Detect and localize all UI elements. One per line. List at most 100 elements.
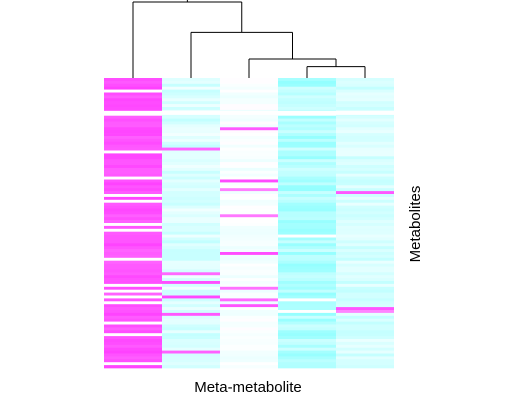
heatmap-cell bbox=[104, 159, 162, 163]
heatmap-cell bbox=[278, 156, 336, 160]
heatmap-cell bbox=[278, 153, 336, 157]
heatmap-cell bbox=[336, 356, 394, 360]
heatmap-cell bbox=[278, 330, 336, 334]
heatmap-cell bbox=[220, 115, 278, 119]
heatmap-cell bbox=[162, 141, 220, 146]
heatmap-cell bbox=[336, 101, 394, 105]
heatmap-cell bbox=[220, 156, 278, 160]
heatmap-cell bbox=[278, 347, 336, 351]
heatmap-cell bbox=[278, 173, 336, 177]
heatmap-cell bbox=[278, 80, 336, 85]
heatmap-column-3 bbox=[220, 78, 278, 369]
heatmap-cell bbox=[220, 220, 278, 224]
heatmap-cell bbox=[336, 312, 394, 317]
heatmap-cell bbox=[336, 336, 394, 340]
heatmap-cell bbox=[162, 159, 220, 163]
heatmap-cell bbox=[220, 144, 278, 148]
heatmap-cell bbox=[336, 80, 394, 85]
heatmap-cell bbox=[104, 141, 162, 146]
heatmap-cell bbox=[162, 144, 220, 148]
heatmap-cell bbox=[162, 127, 220, 131]
heatmap-cell bbox=[336, 127, 394, 131]
heatmap-cell bbox=[104, 153, 162, 157]
heatmap-cell bbox=[220, 83, 278, 88]
heatmap-cell bbox=[104, 83, 162, 88]
heatmap-cell bbox=[336, 92, 394, 96]
heatmap-cell bbox=[162, 220, 220, 224]
heatmap-cell bbox=[104, 127, 162, 131]
heatmap-cell bbox=[220, 136, 278, 140]
heatmap-cell bbox=[336, 254, 394, 259]
heatmap-cell bbox=[162, 179, 220, 183]
heatmap-cell bbox=[104, 86, 162, 90]
heatmap-cell bbox=[336, 341, 394, 346]
heatmap-cell bbox=[336, 95, 394, 99]
heatmap-cell bbox=[104, 339, 162, 343]
heatmap-cell bbox=[278, 185, 336, 189]
heatmap-cell bbox=[336, 286, 394, 291]
heatmap-cell bbox=[220, 333, 278, 337]
heatmap-cell bbox=[336, 298, 394, 302]
heatmap-cell bbox=[104, 289, 162, 293]
heatmap-cell bbox=[104, 211, 162, 215]
heatmap-cell bbox=[162, 260, 220, 264]
heatmap-cell bbox=[162, 92, 220, 96]
heatmap-cell bbox=[278, 350, 336, 354]
heatmap-cell bbox=[220, 121, 278, 125]
heatmap-cell bbox=[162, 228, 220, 233]
heatmap-cell bbox=[220, 339, 278, 343]
heatmap-cell bbox=[278, 141, 336, 146]
heatmap-cell bbox=[278, 289, 336, 293]
heatmap-cell bbox=[278, 310, 336, 314]
heatmap-cell bbox=[220, 231, 278, 235]
heatmap-cell bbox=[278, 167, 336, 172]
heatmap-cell bbox=[336, 141, 394, 146]
heatmap-cell bbox=[162, 130, 220, 134]
heatmap-cell bbox=[220, 321, 278, 325]
heatmap-cell bbox=[162, 115, 220, 119]
heatmap-cell bbox=[336, 231, 394, 235]
heatmap-cell bbox=[220, 118, 278, 122]
heatmap-cell bbox=[220, 78, 278, 82]
heatmap-cell bbox=[336, 220, 394, 224]
heatmap-cell bbox=[104, 315, 162, 320]
heatmap-cell bbox=[162, 165, 220, 169]
heatmap-cell bbox=[220, 141, 278, 146]
heatmap-cell bbox=[162, 304, 220, 308]
heatmap-cell bbox=[336, 289, 394, 293]
heatmap-cell bbox=[104, 295, 162, 299]
heatmap-cell bbox=[336, 281, 394, 285]
heatmap-cell bbox=[162, 263, 220, 267]
heatmap-cell bbox=[220, 127, 278, 131]
heatmap-cell bbox=[336, 176, 394, 180]
heatmap-cell bbox=[104, 298, 162, 302]
heatmap-cell bbox=[162, 356, 220, 360]
heatmap-cell bbox=[104, 185, 162, 189]
heatmap-cell bbox=[104, 179, 162, 183]
heatmap-cell bbox=[104, 286, 162, 291]
heatmap-cell bbox=[104, 167, 162, 172]
heatmap-cell bbox=[278, 254, 336, 259]
heatmap-cell bbox=[278, 150, 336, 154]
heatmap-cell bbox=[104, 191, 162, 195]
heatmap-cell bbox=[278, 104, 336, 108]
heatmap-cell bbox=[336, 217, 394, 221]
heatmap-column-1 bbox=[104, 78, 162, 369]
heatmap-cell bbox=[336, 269, 394, 273]
heatmap-cell bbox=[220, 272, 278, 276]
heatmap-cell bbox=[278, 301, 336, 305]
heatmap-cell bbox=[162, 150, 220, 154]
heatmap-cell bbox=[336, 283, 394, 288]
heatmap-cell bbox=[104, 170, 162, 175]
heatmap-cell bbox=[336, 104, 394, 108]
heatmap-cell bbox=[104, 254, 162, 259]
heatmap-cell bbox=[220, 266, 278, 270]
heatmap-cell bbox=[104, 257, 162, 262]
heatmap-cell bbox=[162, 173, 220, 177]
heatmap-cell bbox=[162, 324, 220, 328]
heatmap-cell bbox=[104, 202, 162, 206]
heatmap-cell bbox=[278, 312, 336, 317]
heatmap-cell bbox=[104, 263, 162, 267]
heatmap-cell bbox=[278, 130, 336, 134]
heatmap-cell bbox=[278, 159, 336, 163]
